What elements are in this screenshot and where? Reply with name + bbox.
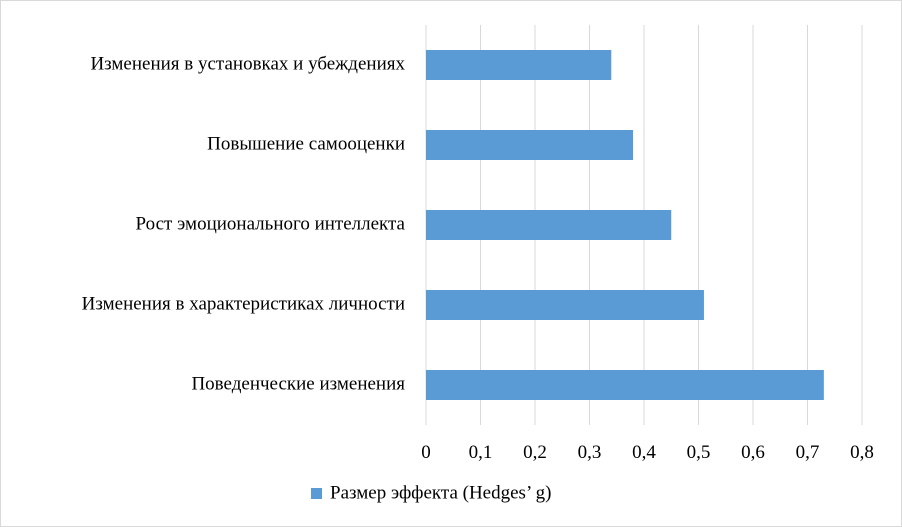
bar — [426, 370, 824, 400]
x-tick-label: 0,5 — [687, 442, 711, 463]
x-tick-label: 0,7 — [796, 442, 820, 463]
gridlines — [425, 25, 863, 425]
legend: Размер эффекта (Hedges’ g) — [311, 482, 551, 503]
x-tick-label: 0,4 — [632, 442, 656, 463]
x-tick-label: 0 — [421, 442, 431, 463]
bar — [426, 290, 704, 320]
x-tick-label: 0,6 — [741, 442, 765, 463]
legend-label: Размер эффекта (Hedges’ g) — [330, 482, 551, 503]
bar — [426, 50, 612, 80]
x-tick-label: 0,8 — [850, 442, 874, 463]
x-tick-label: 0,1 — [469, 442, 493, 463]
bar — [426, 130, 634, 160]
bars — [426, 50, 824, 400]
x-tick-label: 0,3 — [578, 442, 602, 463]
x-tick-labels: 0 0,1 0,2 0,3 0,4 0,5 0,6 0,7 0,8 — [421, 442, 874, 463]
category-label: Рост эмоционального интеллекта — [136, 213, 406, 234]
bar — [426, 210, 672, 240]
category-label: Изменения в характеристиках личности — [82, 293, 405, 314]
category-label: Повышение самооценки — [207, 133, 405, 154]
category-label: Изменения в установках и убеждениях — [90, 53, 405, 74]
category-labels: Изменения в установках и убеждениях Повыш… — [82, 53, 406, 394]
legend-swatch — [311, 488, 322, 499]
category-label: Поведенческие изменения — [191, 373, 405, 394]
x-tick-label: 0,2 — [523, 442, 547, 463]
